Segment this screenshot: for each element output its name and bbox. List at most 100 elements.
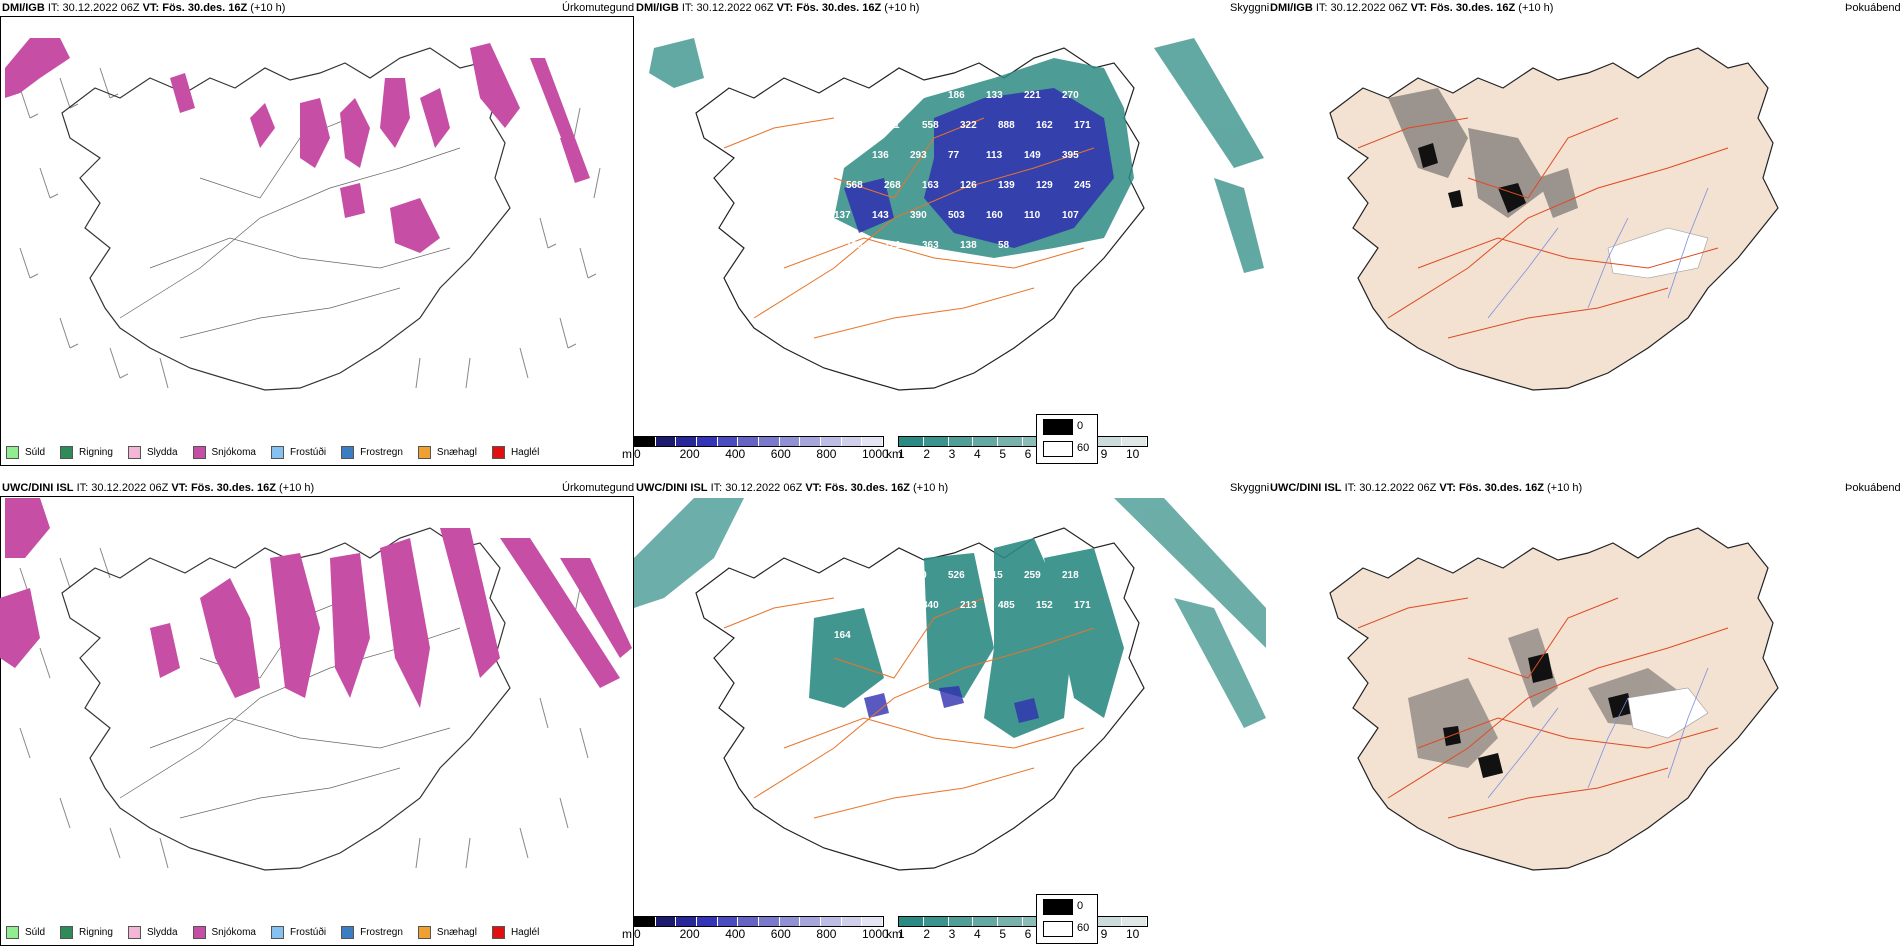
scale-tick: 5 [999,927,1007,941]
altitude-label: 58 [998,240,1010,251]
it-value: 30.12.2022 06Z [725,482,803,494]
scale-tick: 400 [725,447,746,461]
legend-label: Frostúði [289,447,327,458]
scale-color-step [899,437,924,446]
scale-tick: 6 [1024,447,1032,461]
scale-color-step [655,437,677,446]
scale-color-step [1122,917,1147,926]
legend-swatch [192,926,206,939]
scale-color-step [779,917,801,926]
altitude-label: 686 [834,150,851,161]
iceland-outline [61,527,511,871]
legend-label: Snjókoma [211,927,256,938]
fog-areas [1388,88,1578,218]
altitude-label: 503 [948,210,965,221]
rivers [1487,187,1709,319]
scale-tick: 200 [679,927,700,941]
fog-dense [1443,653,1633,778]
fog-legend-high-swatch [1043,921,1073,937]
altitude-label: 216 [872,630,889,641]
altitude-label: 270 [1062,90,1079,101]
glacier [1607,227,1709,279]
scale-unit: km [886,447,902,461]
altitude-label: 160 [986,210,1003,221]
snow-areas [5,38,590,253]
altitude-label: 126 [960,180,977,191]
altitude-label: 152 [1036,600,1053,611]
precip-legend-item: Snjókoma [192,446,256,459]
legend-label: Frostúði [289,927,327,938]
precip-legend-item: Súld [6,446,45,459]
cloud-map: 412 403 256 186 133 221 270 147 111 558 322 888 162 1… [649,38,1264,391]
scale-color-step [697,437,718,446]
altitude-label: 558 [922,120,939,131]
precip-map [5,38,601,391]
roads [1357,117,1729,339]
visibility-scale: km12345678910 [886,916,1148,941]
vt-label: VT: [171,482,188,494]
visibility-scale-colors [898,436,1148,447]
it-value: 30.12.2022 06Z [1359,482,1437,494]
altitude-label: 77 [948,150,960,161]
altitude-label: 318 [834,570,851,581]
fog-legend-high: 60 [1077,922,1090,934]
precip-legend-item: Snæhagl [417,446,477,459]
altitude-labels: 318 925 420 526 715 259 218 545 346 840 213 485 152 1… [834,570,1091,641]
precip-legend-item: Snjókoma [192,926,256,939]
legend-swatch [127,926,141,939]
fog-legend-low-swatch [1043,899,1073,915]
legend-swatch [192,446,206,459]
scale-unit: m [622,927,632,941]
it-label: IT: [1344,482,1357,494]
it-value: 30.12.2022 06Z [91,482,169,494]
altitude-label: 147 [846,120,863,131]
legend-label: Haglél [510,447,540,458]
scale-color-step [1122,437,1147,446]
precip-map [0,498,632,871]
scale-tick: 9 [1100,927,1108,941]
visibility-scale-ticks: km12345678910 [886,447,1148,461]
altitude-label: 322 [960,120,977,131]
altitude-label: 395 [1062,150,1079,161]
vt-value: Fös. 30.des. 16Z [162,2,248,14]
altitude-label: 715 [986,570,1003,581]
scale-color-step [841,917,863,926]
vt-value: Fös. 30.des. 16Z [1430,2,1516,14]
fog-panel-bottom: UWC/DINI ISL IT: 30.12.2022 06Z VT: Fös.… [1036,480,1900,948]
scale-color-step [635,917,656,926]
precip-legend-item: Frostregn [341,926,403,939]
vt-value: Fös. 30.des. 16Z [1458,482,1544,494]
cloud-map: 318 925 420 526 715 259 218 545 346 840 213 485 152 1… [634,498,1266,871]
scale-color-step [759,437,780,446]
legend-swatch [60,446,74,459]
model-name: DMI/IGB [2,2,45,14]
panel-title: UWC/DINI ISL IT: 30.12.2022 06Z VT: Fös.… [2,482,314,494]
altitude-label: 143 [872,210,889,221]
legend-label: Snjókoma [211,447,256,458]
altitude-label: 568 [846,180,863,191]
rivers [1487,667,1709,799]
panel-type-label: Skyggni [1230,482,1270,494]
panel-title: DMI/IGB IT: 30.12.2022 06Z VT: Fös. 30.d… [2,2,285,14]
altitude-label: 840 [922,600,939,611]
precip-panel-top: DMI/IGB IT: 30.12.2022 06Z VT: Fös. 30.d… [0,0,636,468]
altitude-label: 133 [986,90,1003,101]
altitude-label: 363 [922,240,939,251]
altitude-label: 346 [884,600,901,611]
altitude-label: 256 [910,90,927,101]
model-name: UWC/DINI ISL [636,482,708,494]
altitude-label: 403 [872,90,889,101]
scale-color-step [676,437,698,446]
legend-label: Súld [25,927,46,938]
iceland-land [1329,527,1779,871]
fog-legend-high: 60 [1077,442,1090,454]
legend-swatch [60,926,74,939]
vt-value: Fös. 30.des. 16Z [796,2,882,14]
fog-dense [1418,143,1526,213]
panel-type-label: Úrkomutegund [562,2,635,14]
precip-legend-item: Haglél [491,926,539,939]
altitude-label: 925 [872,570,889,581]
scale-color-step [973,437,999,446]
legend-swatch [270,446,284,459]
scale-color-step [998,437,1023,446]
